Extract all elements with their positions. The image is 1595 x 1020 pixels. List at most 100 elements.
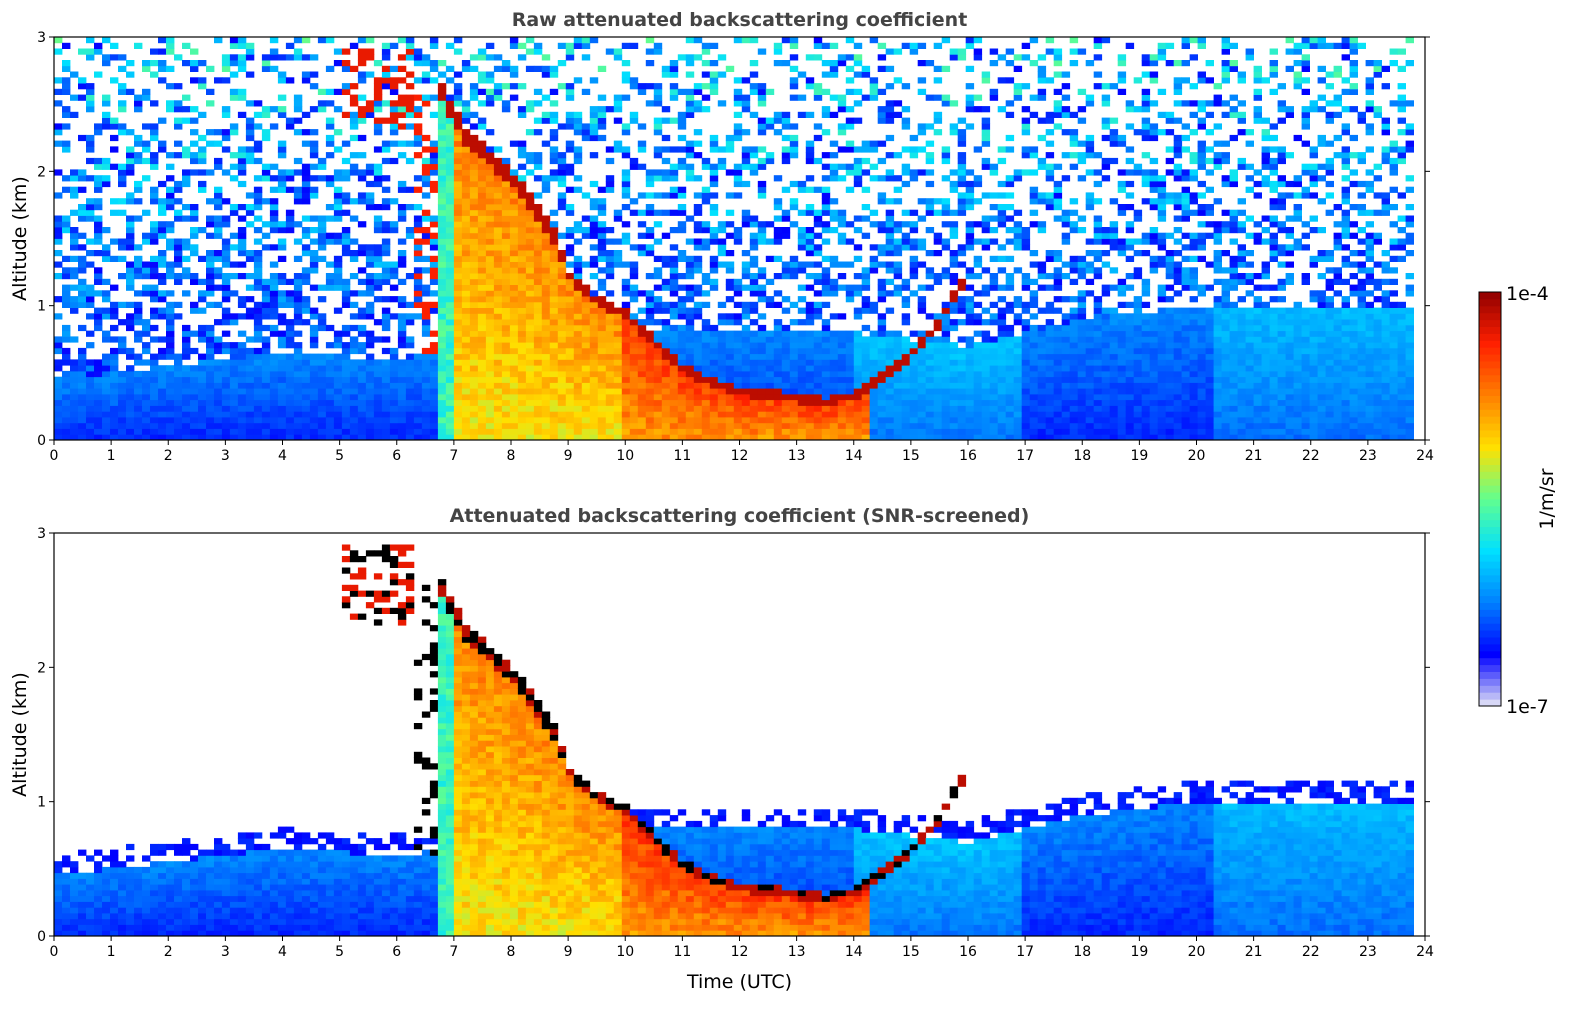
heatmap-cell	[381, 296, 391, 303]
heatmap-cell	[158, 382, 167, 389]
heatmap-cell	[485, 129, 495, 136]
heatmap-cell	[421, 209, 431, 216]
heatmap-cell	[461, 117, 471, 124]
heatmap-cell	[797, 405, 807, 412]
heatmap-cell	[198, 411, 207, 418]
heatmap-cell	[477, 77, 487, 84]
heatmap-cell	[541, 215, 551, 222]
heatmap-cell	[621, 324, 631, 332]
heatmap-cell	[725, 313, 735, 320]
heatmap-cell	[437, 319, 447, 326]
heatmap-cell	[565, 284, 575, 291]
heatmap-cell	[349, 301, 359, 308]
heatmap-cell	[461, 347, 471, 355]
heatmap-cell	[166, 65, 175, 72]
heatmap-cell	[693, 359, 703, 366]
heatmap-cell	[909, 175, 919, 182]
heatmap-cell	[309, 428, 319, 435]
heatmap-cell	[757, 273, 767, 280]
heatmap-cell	[589, 106, 599, 113]
heatmap-cell	[373, 319, 383, 326]
heatmap-cell	[94, 198, 103, 205]
heatmap-cell	[541, 180, 551, 188]
heatmap-cell	[877, 157, 887, 165]
heatmap-cell	[501, 422, 511, 429]
heatmap-cell	[229, 54, 239, 61]
heatmap-cell	[469, 215, 479, 222]
heatmap-cell	[669, 146, 679, 153]
heatmap-cell	[78, 301, 87, 308]
heatmap-cell	[525, 399, 535, 406]
heatmap-cell	[757, 422, 767, 429]
heatmap-cell	[357, 134, 367, 142]
heatmap-cell	[717, 376, 727, 383]
heatmap-cell	[477, 296, 487, 303]
heatmap-cell	[901, 296, 911, 303]
heatmap-cell	[629, 330, 639, 337]
heatmap-cell	[893, 342, 903, 349]
heatmap-cell	[629, 163, 639, 170]
heatmap-cell	[445, 330, 455, 337]
heatmap-cell	[221, 129, 231, 136]
heatmap-cell	[573, 324, 583, 332]
heatmap-cell	[653, 376, 663, 383]
heatmap-cell	[78, 204, 87, 211]
heatmap-cell	[549, 129, 559, 136]
heatmap-cell	[757, 232, 767, 239]
heatmap-cell	[901, 313, 911, 320]
heatmap-cell	[733, 301, 743, 308]
heatmap-cell	[933, 399, 943, 406]
heatmap-cell	[829, 60, 839, 67]
heatmap-cell	[229, 123, 239, 130]
heatmap-cell	[102, 54, 111, 61]
heatmap-cell	[437, 71, 447, 78]
heatmap-cell	[102, 382, 111, 389]
heatmap-cell	[182, 370, 191, 378]
heatmap-cell	[158, 347, 167, 355]
heatmap-cell	[693, 405, 703, 412]
heatmap-cell	[229, 209, 239, 216]
heatmap-cell	[589, 347, 599, 355]
heatmap-cell	[469, 399, 479, 406]
heatmap-cell	[166, 244, 175, 251]
heatmap-cell	[221, 250, 231, 257]
heatmap-cell	[877, 244, 887, 251]
heatmap-cell	[285, 54, 295, 61]
heatmap-cell	[126, 227, 135, 234]
heatmap-cell	[893, 48, 903, 55]
heatmap-cell	[277, 169, 287, 176]
heatmap-cell	[237, 399, 247, 406]
heatmap-cell	[845, 417, 855, 424]
heatmap-cell	[917, 399, 927, 406]
heatmap-cell	[693, 88, 703, 95]
heatmap-cell	[437, 301, 447, 308]
heatmap-cell	[285, 227, 295, 234]
heatmap-cell	[909, 48, 919, 55]
heatmap-cell	[637, 209, 647, 216]
heatmap-cell	[174, 393, 183, 401]
heatmap-cell	[637, 336, 647, 343]
heatmap-cell	[182, 255, 191, 262]
heatmap-cell	[253, 261, 263, 268]
heatmap-cell	[573, 347, 583, 355]
heatmap-cell	[717, 163, 727, 170]
heatmap-cell	[485, 175, 495, 182]
heatmap-cell	[293, 48, 303, 55]
heatmap-cell	[78, 388, 87, 395]
heatmap-cell	[797, 244, 807, 251]
heatmap-cell	[373, 83, 383, 90]
heatmap-cell	[629, 411, 639, 418]
heatmap-cell	[485, 186, 495, 193]
heatmap-cell	[845, 163, 855, 170]
heatmap-cell	[78, 347, 87, 355]
heatmap-cell	[925, 411, 935, 418]
heatmap-cell	[190, 152, 199, 159]
heatmap-cell	[445, 405, 455, 412]
heatmap-cell	[845, 393, 855, 401]
heatmap-cell	[533, 370, 543, 378]
heatmap-cell	[317, 106, 327, 113]
heatmap-cell	[549, 411, 559, 418]
heatmap-cell	[885, 278, 895, 285]
heatmap-cell	[533, 192, 543, 199]
heatmap-cell	[517, 42, 527, 49]
